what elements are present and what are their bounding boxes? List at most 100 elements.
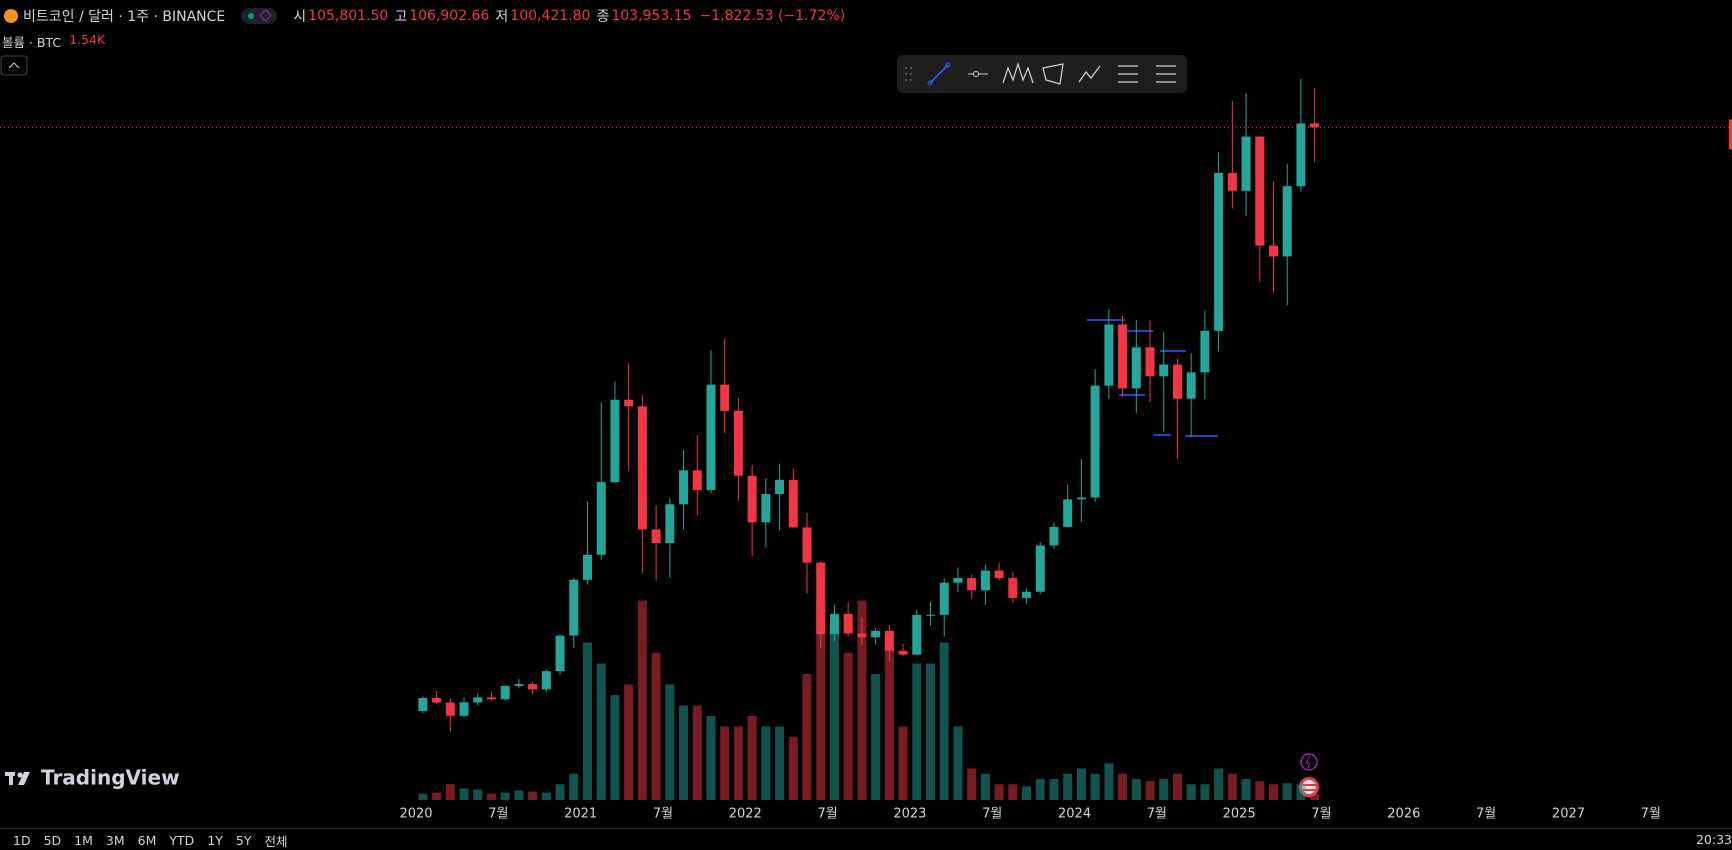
volume-bar [994, 784, 1004, 800]
timeframe-button[interactable]: YTD [169, 832, 195, 848]
event-icon[interactable] [1300, 753, 1318, 771]
candle-body [432, 698, 442, 703]
x-tick-label: 2025 [1223, 807, 1256, 822]
volume-bar [651, 653, 661, 800]
candle-body [926, 614, 935, 616]
close-label: 종 [596, 9, 610, 25]
elliott-tool[interactable] [1078, 65, 1101, 83]
volume-bar [884, 632, 894, 800]
candle-body [679, 470, 689, 505]
candle-body [1227, 172, 1237, 191]
candle-body [1214, 172, 1224, 331]
x-tick-label: 7월 [1147, 807, 1167, 822]
volume-bar [637, 600, 647, 800]
volume-bar [541, 792, 551, 800]
candle-body [953, 578, 963, 583]
timeframe-button[interactable]: 3M [105, 832, 125, 848]
volume-bar [624, 684, 634, 800]
volume-bar [898, 726, 908, 800]
candle-body [1090, 385, 1100, 498]
candle-body [939, 582, 949, 615]
volume-bar [720, 726, 730, 800]
candle-body [418, 698, 428, 711]
timeframe-button[interactable]: 1Y [207, 832, 223, 848]
candle-body [1296, 123, 1306, 187]
timeframe-button[interactable]: 5D [43, 832, 62, 848]
candle-body [528, 684, 538, 690]
volume-bar [679, 705, 689, 800]
symbol: 비트코인 / 달러 · 1주 · BINANCE [23, 9, 226, 25]
volume-bar [1269, 784, 1278, 800]
timeframe-button[interactable]: 전체 [264, 833, 288, 849]
candle-body [994, 570, 1004, 579]
candle-body [445, 702, 455, 716]
volume-bar [665, 684, 675, 800]
candle-body [1255, 136, 1265, 246]
candle-body [1076, 497, 1086, 500]
pattern-tool[interactable] [1002, 61, 1034, 84]
clock: 20:33 [1695, 832, 1732, 847]
candle-body [1186, 372, 1196, 399]
low-label: 저 [495, 9, 509, 25]
candle-body [980, 570, 990, 591]
volume-bar [1131, 779, 1141, 800]
candle-body [1145, 347, 1155, 377]
volume-bar [445, 784, 455, 800]
volume-bar [1035, 779, 1045, 800]
candle-body [857, 633, 867, 638]
coin-icon [4, 9, 18, 23]
candle-body [459, 702, 469, 716]
candle-body [816, 562, 826, 635]
candle-body [541, 671, 551, 690]
shape-tool[interactable] [1042, 63, 1064, 85]
volume-title: 볼륨 · BTC [2, 35, 62, 50]
candle-body [843, 613, 853, 634]
candle-body [1310, 123, 1320, 128]
volume-bar [1008, 784, 1018, 800]
timeframe-button[interactable]: 5Y [235, 832, 252, 848]
volume-bar [967, 768, 977, 800]
x-tick-label: 2026 [1387, 807, 1420, 822]
candle-body [1172, 364, 1182, 399]
candle-body [583, 554, 592, 580]
x-tick-label: 7월 [982, 807, 1002, 822]
candle-body [871, 630, 881, 638]
trend-line-tool[interactable] [927, 62, 951, 86]
drawing-toolbar [897, 55, 1187, 93]
candle-body [884, 630, 894, 651]
volume-bar [1172, 773, 1182, 800]
timeframe-button[interactable]: 1D [13, 832, 31, 848]
volume-bar [1090, 773, 1100, 800]
volume-bar [555, 784, 565, 800]
fib-ext-tool[interactable] [1156, 65, 1176, 83]
candle-body [720, 384, 730, 411]
timeframe-button[interactable]: 6M [137, 832, 157, 848]
x-tick-label: 7월 [1311, 807, 1331, 822]
volume-bar [500, 792, 510, 800]
volume-bar [733, 726, 743, 800]
volume-bar [1296, 784, 1306, 800]
horizontal-ray-tool[interactable] [968, 71, 988, 77]
status-badge[interactable] [241, 8, 278, 24]
timeframe-button[interactable]: 1M [74, 832, 93, 848]
candle-body [651, 529, 661, 544]
volume-bar [1227, 773, 1237, 800]
candle-body [1049, 526, 1059, 546]
volume-bar [473, 789, 483, 800]
candle-body [1269, 245, 1278, 257]
volume-bar [953, 726, 963, 800]
volume-bar [761, 726, 771, 800]
close-value: 103,953.15 [611, 8, 692, 24]
candle-body [1131, 347, 1141, 389]
fib-tool[interactable] [1118, 65, 1138, 83]
volume-bar [926, 663, 935, 800]
collapse-button[interactable] [0, 55, 28, 76]
candle-body [514, 684, 524, 686]
x-tick-label: 2027 [1552, 807, 1585, 822]
volume-bar [1049, 779, 1059, 800]
candle-body [665, 504, 675, 544]
volume-bar [514, 790, 524, 800]
bottom-toolbar: 1D 5D 1M 3M 6M YTD 1Y 5Y 전체 20:33 [0, 828, 1732, 850]
candle-body [569, 579, 579, 636]
